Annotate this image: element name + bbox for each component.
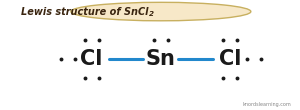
Ellipse shape (71, 2, 251, 21)
Text: Cl: Cl (80, 49, 103, 69)
Text: knordslearning.com: knordslearning.com (242, 102, 291, 107)
Text: Lewis structure of SnCl: Lewis structure of SnCl (21, 7, 148, 17)
Text: Cl: Cl (219, 49, 241, 69)
Text: Sn: Sn (146, 49, 176, 69)
Text: 2: 2 (149, 11, 154, 17)
